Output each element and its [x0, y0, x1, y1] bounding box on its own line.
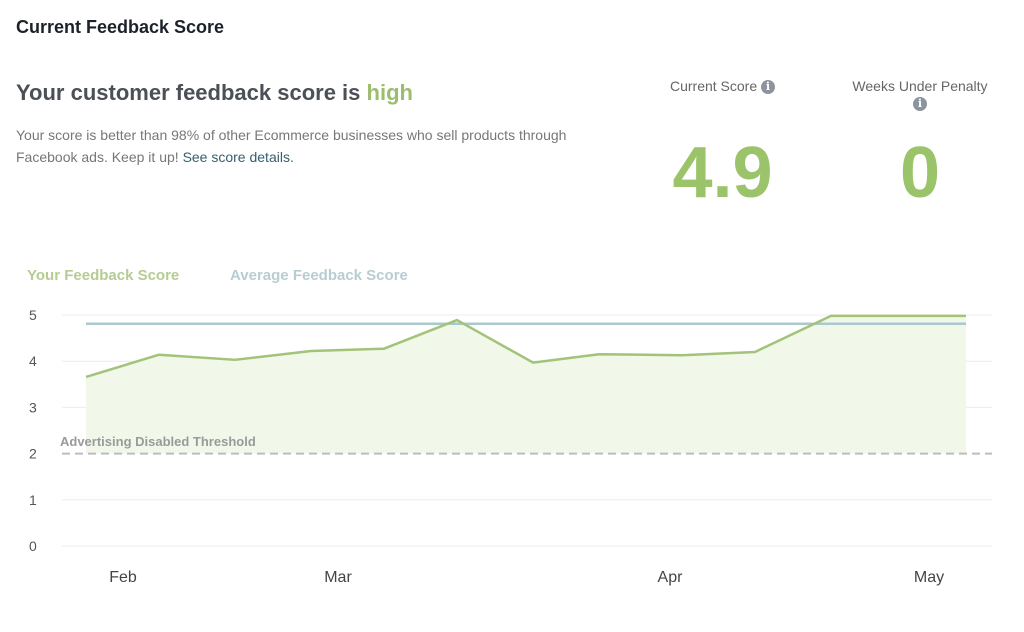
score-level: high	[366, 80, 413, 105]
x-tick-label: Mar	[324, 569, 352, 586]
current-score-label-text: Current Score	[669, 78, 758, 94]
x-tick-label: May	[914, 569, 944, 586]
threshold-label: Advertising Disabled Threshold	[60, 434, 256, 449]
see-score-details-link[interactable]: See score details.	[182, 149, 294, 165]
legend-average-feedback-score[interactable]: Average Feedback Score	[230, 267, 408, 284]
current-score-value: 4.9	[672, 133, 773, 213]
info-icon[interactable]: i	[913, 97, 927, 111]
y-tick-label: 2	[29, 446, 37, 462]
weeks-under-penalty-label-text: Weeks Under Penalty	[852, 78, 988, 94]
feedback-score-chart: Your Feedback Score Average Feedback Sco…	[27, 267, 992, 586]
weeks-under-penalty-label: Weeks Under Penalty i	[830, 78, 1010, 111]
score-headline: Your customer feedback score is high	[16, 80, 413, 106]
y-tick-label: 3	[29, 399, 37, 415]
current-score-label: Current Score i	[650, 78, 795, 94]
x-tick-label: Apr	[658, 569, 684, 586]
info-icon[interactable]: i	[761, 80, 776, 94]
y-tick-label: 4	[29, 353, 37, 369]
x-tick-label: Feb	[109, 569, 137, 586]
y-tick-label: 5	[29, 307, 37, 323]
your-score-line	[85, 314, 966, 379]
headline-text: Your customer feedback score is	[16, 80, 367, 105]
legend-your-feedback-score[interactable]: Your Feedback Score	[27, 267, 179, 284]
y-tick-label: 1	[29, 492, 37, 508]
y-tick-label: 0	[29, 538, 37, 554]
description-text: Your score is better than 98% of other E…	[16, 127, 567, 165]
weeks-under-penalty-value: 0	[899, 133, 941, 213]
card-title: Current Feedback Score	[16, 17, 225, 37]
score-area-fill	[86, 315, 966, 454]
score-description: Your score is better than 98% of other E…	[16, 124, 586, 168]
